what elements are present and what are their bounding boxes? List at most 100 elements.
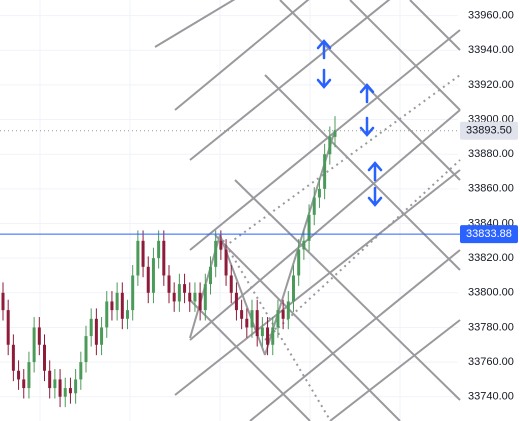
y-tick-label: 33920.00 bbox=[468, 79, 514, 91]
candle-body bbox=[53, 379, 57, 389]
price-label-box bbox=[460, 225, 518, 244]
candle-body bbox=[141, 240, 145, 267]
fan-line bbox=[349, 0, 461, 111]
candle-body bbox=[214, 240, 218, 267]
fan-line bbox=[234, 179, 461, 401]
candle-body bbox=[100, 327, 104, 345]
dotted-line bbox=[219, 74, 461, 251]
candle-body bbox=[328, 136, 332, 155]
candle-body bbox=[219, 240, 223, 250]
fan-line bbox=[154, 0, 236, 48]
candle-body bbox=[74, 379, 78, 394]
candle-body bbox=[79, 362, 83, 380]
y-tick-label: 33780.00 bbox=[468, 321, 514, 333]
candle-body bbox=[286, 301, 290, 319]
fan-line bbox=[329, 319, 461, 421]
arrow-down bbox=[367, 186, 383, 207]
candle-body bbox=[203, 284, 207, 311]
candle-body bbox=[126, 310, 129, 319]
y-tick-label: 33960.00 bbox=[468, 9, 514, 21]
candle-body bbox=[172, 292, 176, 302]
candle-body bbox=[84, 336, 88, 363]
price-label: 33833.88 bbox=[466, 228, 512, 240]
candle-body bbox=[323, 154, 327, 189]
candle-body bbox=[224, 249, 228, 276]
candle-body bbox=[94, 318, 98, 345]
candle-body bbox=[162, 240, 166, 276]
price-label-box bbox=[460, 121, 518, 140]
fan-line bbox=[174, 169, 461, 396]
fan-line bbox=[409, 0, 461, 51]
candle-body bbox=[6, 310, 10, 345]
candle-body bbox=[63, 388, 67, 397]
candle-body bbox=[188, 292, 192, 302]
gann-grid bbox=[154, 0, 461, 421]
candle-body bbox=[177, 284, 181, 302]
y-tick-label: 33820.00 bbox=[468, 252, 514, 264]
candle-body bbox=[250, 310, 254, 328]
arrow-up bbox=[367, 161, 383, 182]
candle-body bbox=[276, 310, 280, 328]
y-tick-label: 33880.00 bbox=[468, 148, 514, 160]
dotted-lines bbox=[219, 74, 461, 421]
arrows bbox=[316, 39, 383, 207]
candle-body bbox=[131, 275, 135, 311]
candle-body bbox=[271, 327, 275, 345]
candle-body bbox=[292, 275, 295, 302]
candle-body bbox=[58, 379, 62, 397]
candle-body bbox=[157, 240, 161, 259]
fan-line bbox=[264, 74, 461, 271]
candle-body bbox=[209, 266, 212, 285]
candle-body bbox=[151, 258, 155, 293]
candle-body bbox=[307, 214, 311, 241]
fan-line bbox=[189, 0, 391, 161]
price-label: 33893.50 bbox=[466, 125, 512, 137]
candle-body bbox=[89, 318, 93, 337]
y-tick-label: 33860.00 bbox=[468, 183, 514, 195]
candle-body bbox=[255, 310, 259, 337]
candle-body bbox=[312, 197, 316, 215]
candle-body bbox=[17, 370, 21, 380]
candle-body bbox=[193, 292, 197, 302]
candle-body bbox=[266, 327, 270, 345]
candle-body bbox=[245, 318, 249, 328]
candle-body bbox=[22, 379, 26, 389]
candle-body bbox=[43, 344, 46, 371]
fan-line bbox=[249, 249, 461, 421]
candle-body bbox=[183, 284, 187, 293]
fan-line bbox=[189, 29, 461, 251]
candle-body bbox=[110, 301, 114, 311]
arrow-up bbox=[359, 83, 375, 104]
y-tick-label: 33760.00 bbox=[468, 356, 514, 368]
candle-body bbox=[146, 266, 150, 293]
dotted-line bbox=[264, 159, 461, 341]
candle-body bbox=[1, 292, 5, 311]
candle-body bbox=[37, 327, 41, 345]
candle-body bbox=[167, 275, 171, 293]
candle-body bbox=[317, 188, 321, 198]
candle-body bbox=[136, 240, 140, 276]
candle-body bbox=[333, 130, 337, 137]
grid-layer bbox=[0, 0, 458, 421]
candle-body bbox=[281, 310, 285, 319]
candle-body bbox=[27, 362, 31, 389]
y-tick-label: 33940.00 bbox=[468, 44, 514, 56]
arrow-down bbox=[359, 116, 375, 137]
candle-body bbox=[297, 249, 301, 276]
fan-line bbox=[189, 299, 311, 421]
fan-line bbox=[174, 0, 310, 111]
candle-body bbox=[48, 370, 52, 389]
candle-body bbox=[198, 292, 202, 311]
candle-body bbox=[115, 292, 119, 311]
arrow-down bbox=[316, 68, 332, 89]
candle-body bbox=[234, 292, 238, 311]
candle-body bbox=[105, 301, 109, 328]
y-tick-label: 33740.00 bbox=[468, 391, 514, 403]
candle-body bbox=[120, 292, 124, 319]
candle-body bbox=[229, 275, 233, 293]
candle-body bbox=[11, 344, 15, 371]
fan-line bbox=[214, 234, 401, 421]
arrow-up bbox=[316, 39, 332, 60]
candle-body bbox=[68, 388, 72, 394]
